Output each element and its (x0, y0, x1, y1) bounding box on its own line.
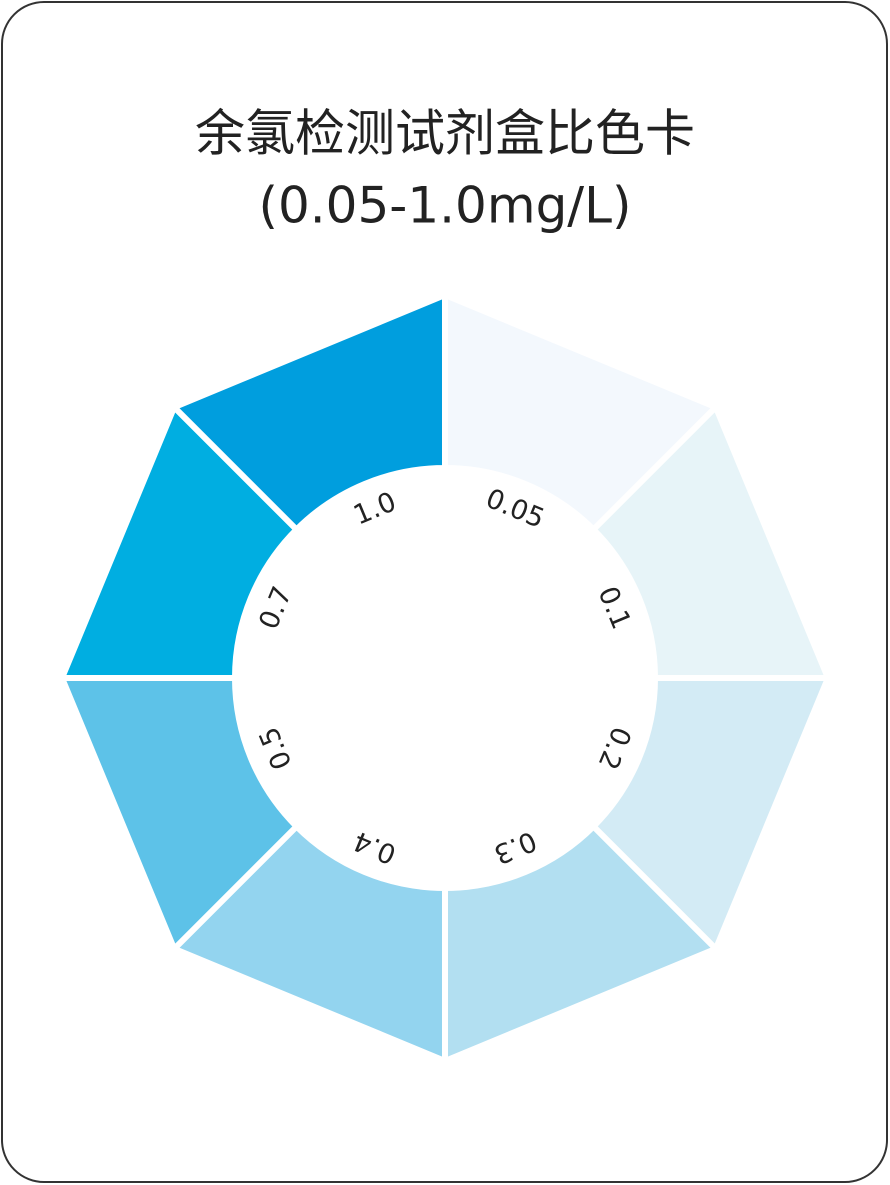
subtitle: (0.05-1.0mg/L) (258, 177, 631, 235)
title: 余氯检测试剂盒比色卡 (195, 105, 695, 163)
color-wheel: 0.050.10.20.30.40.50.71.0 (57, 290, 833, 1066)
color-segment (168, 290, 448, 534)
